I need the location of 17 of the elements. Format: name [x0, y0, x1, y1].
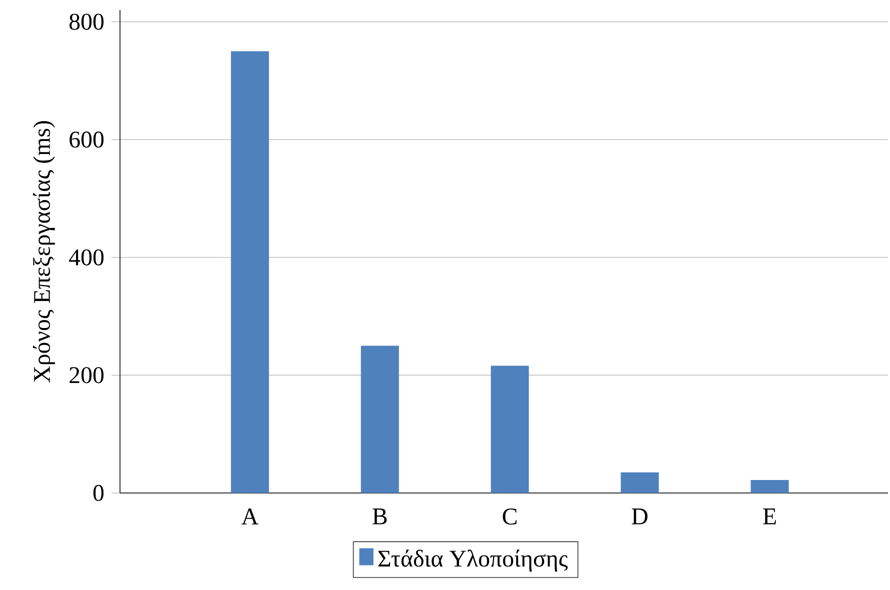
- bar: [750, 480, 789, 493]
- y-axis-title: Χρόνος Επεξεργασίας (ms): [32, 121, 55, 382]
- y-tick-label: 800: [70, 14, 104, 30]
- y-tick-label: 400: [69, 249, 104, 266]
- x-tick-label: E: [763, 508, 776, 524]
- bar: [230, 51, 269, 493]
- y-tick-label: 0: [93, 484, 104, 502]
- bar: [360, 346, 399, 493]
- x-tick-label: D: [632, 508, 648, 524]
- legend-label: Στάδια Υλοποίησης: [378, 550, 568, 572]
- y-tick-label: 200: [70, 367, 104, 384]
- y-tick-label: 600: [70, 132, 104, 148]
- x-tick-label: C: [502, 508, 516, 525]
- x-tick-label: A: [242, 508, 258, 524]
- x-tick-label: B: [372, 508, 387, 524]
- bar: [490, 366, 529, 493]
- bar: [620, 472, 659, 493]
